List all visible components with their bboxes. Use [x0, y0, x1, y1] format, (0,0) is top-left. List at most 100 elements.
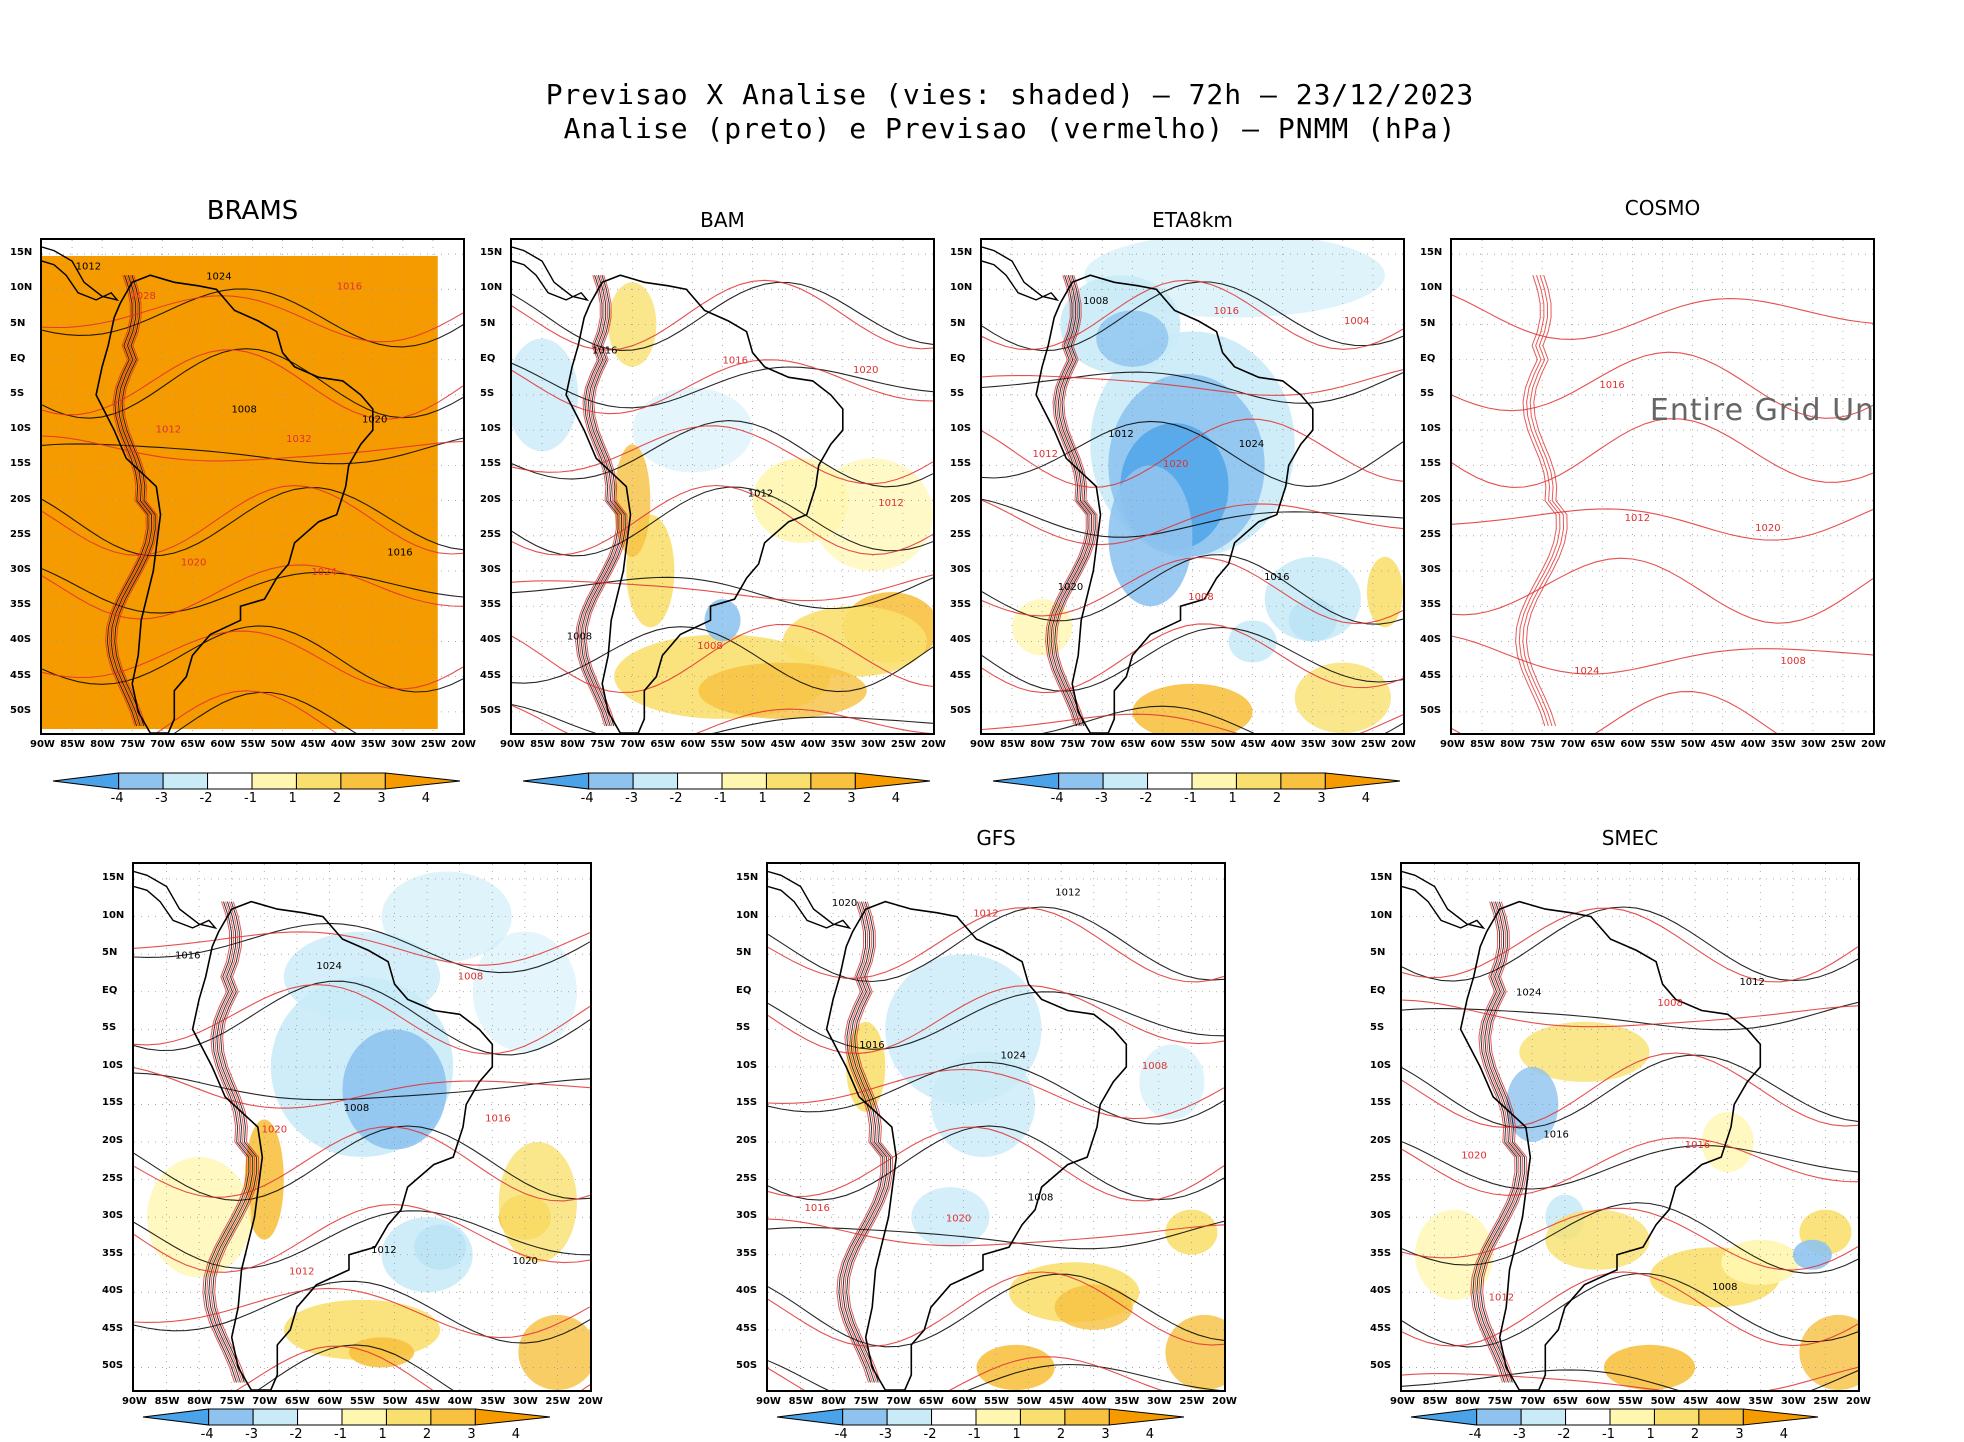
- colorbar-label: -2: [289, 1427, 303, 1442]
- coastline: [42, 246, 120, 302]
- isobar-label: 1028: [130, 291, 155, 302]
- colorbar-swatch: [1064, 1408, 1110, 1426]
- lon-tick-label: 65W: [650, 739, 676, 750]
- lon-tick-label: 20W: [921, 739, 946, 750]
- isobar-line: [576, 275, 619, 727]
- isobar-line: [42, 348, 463, 419]
- lat-tick-label: 5S: [102, 1022, 117, 1034]
- isobar-line: [42, 437, 463, 465]
- isobar-line: [42, 295, 463, 343]
- isobar-label: 1020: [946, 1214, 971, 1225]
- isobar-label: 1012: [156, 424, 181, 435]
- lon-tick-label: 25W: [890, 739, 916, 750]
- lon-tick-label: 50W: [382, 1396, 408, 1407]
- lon-tick-label: 85W: [788, 1396, 814, 1407]
- colorbar-swatch: [1324, 772, 1401, 790]
- colorbar-swatch: [297, 1408, 343, 1426]
- lon-tick-label: 60W: [1620, 739, 1646, 750]
- lat-tick-label: 15S: [736, 1097, 758, 1109]
- isobar-label: 1020: [1163, 459, 1188, 470]
- isobar-line: [768, 907, 1224, 983]
- lon-tick-label: 35W: [360, 739, 386, 750]
- isobar-label: 1024: [1239, 439, 1264, 450]
- colorbar-swatch: [52, 772, 120, 790]
- lon-tick-label: 70W: [252, 1396, 278, 1407]
- lon-tick-label: 90W: [756, 1396, 781, 1407]
- colorbar-label: 2: [1272, 791, 1282, 806]
- colorbar-label: -2: [1139, 791, 1153, 806]
- lat-tick-label: 30S: [10, 564, 32, 575]
- lat-tick-label: 25S: [736, 1172, 758, 1184]
- colorbar-swatch: [1019, 1408, 1066, 1426]
- bias-shading: [1545, 1209, 1650, 1270]
- lon-tick-label: 20W: [1861, 739, 1886, 750]
- lon-tick-label: 70W: [620, 739, 646, 750]
- lat-tick-label: 15N: [480, 247, 503, 259]
- isobar-label: 1008: [1142, 1061, 1167, 1072]
- isobar-line: [1470, 901, 1516, 1383]
- colorbar: [142, 1408, 551, 1426]
- isobar-line: [210, 901, 256, 1383]
- isobar-line: [134, 1072, 590, 1101]
- lat-tick-label: 10N: [102, 909, 125, 921]
- colorbar-swatch: [1742, 1408, 1819, 1426]
- lon-tick-label: 50W: [270, 739, 296, 750]
- isobar-line: [134, 1125, 590, 1201]
- isobar-line: [108, 275, 151, 727]
- isobar-line: [235, 1345, 590, 1390]
- lat-tick-label: 40S: [736, 1285, 758, 1297]
- figure-title-line-2: Analise (preto) e Previsao (vermelho) — …: [563, 112, 1457, 145]
- isobar-label: 1012: [371, 1245, 396, 1256]
- map-canvas: 1012 1016 1008 1024 1016 1012 1008 1020: [1402, 864, 1858, 1390]
- lon-tick-label: 70W: [1520, 1396, 1546, 1407]
- colorbar-swatch: [1058, 772, 1104, 790]
- lon-tick-label: 40W: [800, 739, 826, 750]
- isobar-label: 1024: [316, 961, 341, 972]
- colorbar-swatch: [430, 1408, 476, 1426]
- isobar-line: [982, 626, 1403, 692]
- isobar-line: [1054, 275, 1096, 727]
- isobar-line: [42, 485, 463, 556]
- bias-shading: [381, 1217, 473, 1293]
- isobar-label: 1012: [878, 498, 903, 509]
- colorbar-swatch: [886, 1408, 933, 1426]
- isobar-label: 1012: [1108, 429, 1133, 440]
- colorbar: [776, 1408, 1185, 1426]
- lon-tick-label: 30W: [1800, 739, 1826, 750]
- lon-tick-label: 30W: [860, 739, 886, 750]
- isobar-line: [582, 275, 625, 727]
- lon-tick-label: 90W: [122, 1396, 147, 1407]
- lat-tick-label: 40S: [1370, 1285, 1392, 1297]
- bias-shading: [1603, 1344, 1696, 1390]
- isobar-label: 1008: [231, 405, 256, 416]
- lon-tick-label: 80W: [1500, 739, 1526, 750]
- colorbar-swatch: [1102, 772, 1149, 790]
- lat-tick-label: 40S: [10, 634, 32, 646]
- lon-tick-label: 80W: [1030, 739, 1056, 750]
- isobar-line: [768, 991, 1224, 1050]
- lat-tick-label: 10N: [1420, 282, 1443, 294]
- isobar-label: 1008: [1028, 1193, 1053, 1204]
- isobar-line: [1452, 351, 1873, 419]
- isobar-label: 1016: [723, 355, 748, 366]
- lat-tick-label: 20S: [480, 493, 502, 505]
- lat-tick-label: 10S: [1370, 1059, 1392, 1071]
- bias-shading: [342, 1029, 447, 1150]
- coastline: [982, 246, 1060, 302]
- map-panel: 1012 1016 1008 1024 1016 1012 1008 1020: [1400, 862, 1860, 1392]
- isobar-label: 1008: [1780, 656, 1805, 667]
- colorbar-swatch: [1476, 1408, 1522, 1426]
- lat-tick-label: EQ: [1370, 984, 1386, 996]
- lat-tick-label: EQ: [10, 352, 26, 364]
- lon-tick-label: 65W: [1590, 739, 1616, 750]
- colorbar-swatch: [810, 772, 856, 790]
- lon-tick-label: 55W: [984, 1396, 1009, 1407]
- lat-tick-label: 35S: [950, 599, 972, 611]
- isobar-label: 1016: [337, 281, 362, 292]
- lat-tick-label: 20S: [10, 493, 32, 505]
- bias-shading: [1054, 1284, 1133, 1330]
- colorbar-swatch: [252, 1408, 299, 1426]
- isobar-line: [846, 901, 892, 1383]
- colorbar-swatch: [1609, 1408, 1655, 1426]
- isobar-line: [512, 486, 933, 557]
